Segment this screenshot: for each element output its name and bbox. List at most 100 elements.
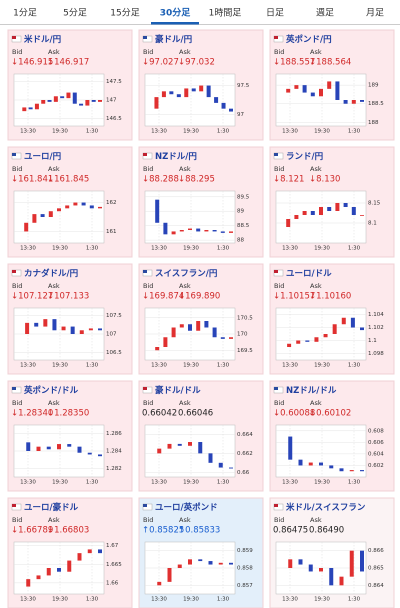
candle	[229, 562, 233, 565]
y-tick-label: 147.5	[106, 79, 122, 85]
bid-value: ↓1.10157	[273, 292, 315, 302]
active-tab-underline	[151, 22, 199, 25]
flag-mark	[143, 36, 147, 39]
candle	[221, 102, 226, 109]
candle	[327, 207, 332, 211]
x-tick-label: 13:30	[151, 363, 167, 369]
candle	[47, 100, 52, 102]
candle	[171, 327, 176, 338]
tab[interactable]: 5分足	[63, 8, 87, 19]
y-tick-label: 0.866	[368, 548, 384, 554]
y-tick-label: 146.5	[106, 116, 122, 122]
x-tick-label: 13:30	[151, 597, 167, 603]
x-tick-label: 1:30	[217, 597, 230, 603]
candle	[77, 553, 82, 561]
tab[interactable]: 15分足	[110, 8, 139, 19]
candle	[70, 326, 75, 334]
x-tick-label: 19:30	[52, 597, 68, 603]
x-tick-label: 1:30	[348, 363, 361, 369]
x-tick-label: 1:30	[348, 246, 361, 252]
y-tick-label: 1.098	[368, 351, 384, 357]
bid-value: ↓1.28340	[11, 409, 53, 419]
ask-value: ↑0.85833	[178, 526, 220, 536]
candle	[34, 103, 39, 110]
y-tick-label: 162	[106, 200, 117, 206]
candle	[229, 337, 233, 339]
x-tick-label: 19:30	[183, 597, 199, 603]
pair-title: 米ドル/円	[24, 34, 61, 45]
candle	[351, 100, 356, 104]
tab[interactable]: 1時間足	[209, 8, 242, 19]
candle	[167, 568, 172, 582]
candle	[339, 468, 344, 472]
y-tick-label: 1.286	[106, 431, 122, 437]
tab[interactable]: 30分足	[160, 7, 192, 19]
flag-mark	[12, 387, 16, 390]
ask-label: Ask	[48, 516, 60, 524]
candle	[157, 448, 162, 454]
candle	[188, 324, 192, 331]
y-tick-label: 0.66	[237, 470, 250, 476]
x-tick-label: 1:30	[348, 480, 361, 486]
ask-value: ↓1.10160	[309, 292, 351, 302]
candle	[335, 203, 340, 211]
bid-value: ↓169.874	[142, 292, 184, 302]
tab[interactable]: 月足	[366, 8, 384, 19]
candle	[339, 576, 344, 586]
tab[interactable]: 1分足	[13, 8, 37, 19]
candle	[327, 81, 332, 89]
bid-label: Bid	[143, 282, 153, 290]
y-tick-label: 189	[368, 83, 379, 89]
bid-label: Bid	[143, 48, 153, 56]
candle	[323, 334, 328, 338]
tab[interactable]: 週足	[316, 8, 334, 19]
candle	[214, 97, 219, 103]
candle	[98, 206, 102, 209]
bid-value: ↓97.027	[142, 58, 179, 68]
candle	[184, 88, 189, 98]
flag-mark	[274, 504, 278, 507]
candle	[169, 91, 174, 95]
candle	[308, 462, 313, 466]
candle	[25, 322, 30, 334]
pair-title: 英ポンド/ドル	[23, 385, 79, 396]
candle	[360, 215, 364, 216]
candle	[163, 222, 168, 235]
ask-label: Ask	[179, 399, 191, 407]
tab[interactable]: 日足	[266, 8, 284, 19]
candle	[53, 96, 58, 102]
bid-label: Bid	[12, 165, 22, 173]
candle	[360, 100, 364, 102]
candle	[155, 347, 160, 351]
candle	[188, 228, 192, 230]
pair-title: ユーロ/円	[24, 152, 61, 162]
candle	[286, 88, 291, 93]
candle	[288, 559, 293, 568]
y-tick-label: 188	[368, 120, 379, 126]
bid-label: Bid	[12, 516, 22, 524]
candle	[89, 205, 94, 209]
candle	[43, 319, 48, 327]
ask-label: Ask	[179, 48, 191, 56]
candle	[179, 324, 184, 328]
x-tick-label: 19:30	[314, 597, 330, 603]
y-tick-label: 0.608	[368, 428, 384, 434]
y-tick-label: 88.5	[237, 223, 250, 229]
candle	[32, 214, 37, 223]
flag-mark	[12, 153, 16, 156]
